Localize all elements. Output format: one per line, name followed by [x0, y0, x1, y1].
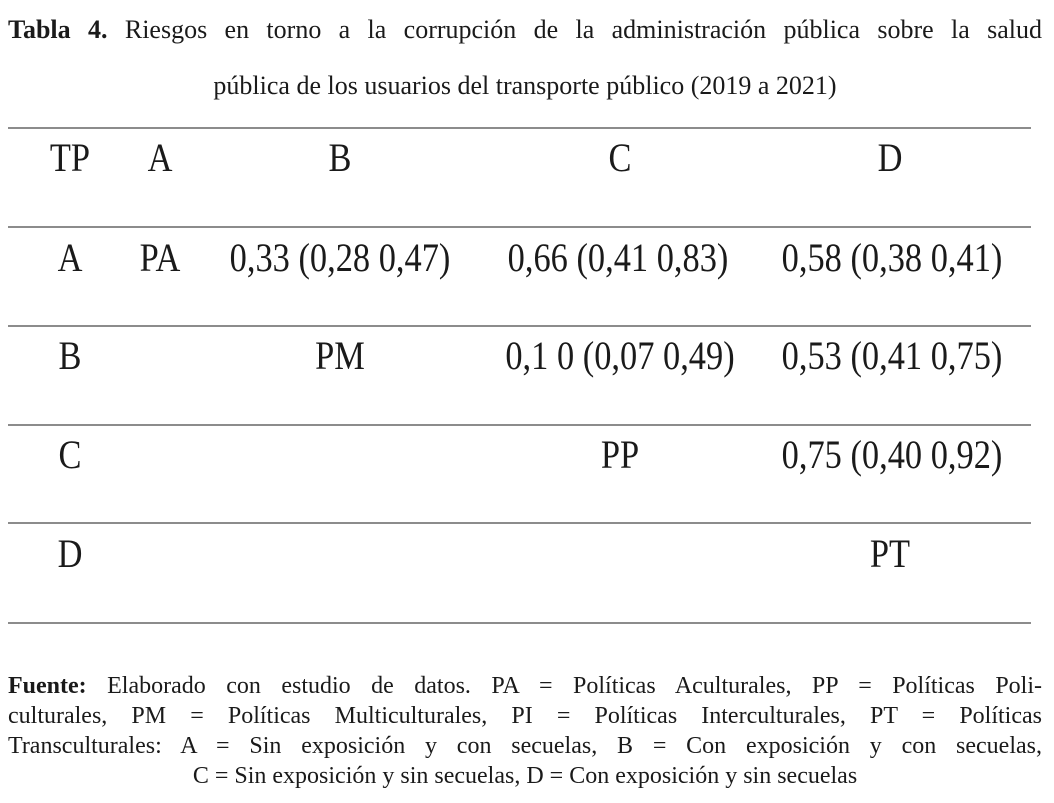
table-cell: 0,33 (0,28 0,47) [229, 235, 451, 280]
table-cell: PP [600, 432, 640, 477]
table-source-note: Fuente: Elaborado con estudio de datos. … [8, 671, 1042, 791]
table-row-rule [8, 325, 1031, 327]
note-line-2: culturales, PM = Políticas Multicultural… [8, 703, 1042, 729]
header-cell-b: B [328, 135, 352, 180]
row-label-b: B [58, 333, 82, 378]
table-cell: PT [869, 531, 911, 576]
caption-title-part-1: Riesgos en torno a la corrupción de la a… [124, 15, 1043, 44]
table-row-rule [8, 522, 1031, 524]
header-cell-c: C [608, 135, 632, 180]
table-cell: 0,58 (0,38 0,41) [781, 235, 1003, 280]
note-text-1: Elaborado con estudio de datos. PA = Pol… [107, 673, 1042, 699]
table-row-rule [8, 424, 1031, 426]
note-line-4: C = Sin exposición y sin secuelas, D = C… [192, 763, 858, 789]
caption-line-1: Tabla 4. Riesgos en torno a la corrupció… [8, 2, 1042, 58]
header-cell-a: A [147, 135, 173, 180]
table-cell: 0,66 (0,41 0,83) [507, 235, 729, 280]
table-cell: 0,75 (0,40 0,92) [781, 432, 1003, 477]
header-cell-d: D [877, 135, 903, 180]
row-label-d: D [57, 531, 83, 576]
table-caption: Tabla 4. Riesgos en torno a la corrupció… [8, 2, 1042, 114]
note-label: Fuente: [8, 673, 87, 699]
row-label-c: C [58, 432, 82, 477]
table-cell: PA [139, 235, 181, 280]
row-label-a: A [57, 235, 83, 280]
note-line-3: Transculturales: A = Sin exposición y co… [8, 733, 1042, 759]
note-line-1: Fuente: Elaborado con estudio de datos. … [8, 671, 1042, 701]
table-row-rule [8, 226, 1031, 228]
table-cell: 0,1 0 (0,07 0,49) [505, 333, 735, 378]
table-cell: PM [315, 333, 365, 378]
table-top-rule [8, 127, 1031, 129]
table-cell: 0,53 (0,41 0,75) [781, 333, 1003, 378]
table-bottom-rule [8, 622, 1031, 624]
header-cell-tp: TP [49, 135, 91, 180]
caption-label: Tabla 4. [8, 15, 108, 44]
caption-title-part-2: pública de los usuarios del transporte p… [213, 71, 837, 100]
